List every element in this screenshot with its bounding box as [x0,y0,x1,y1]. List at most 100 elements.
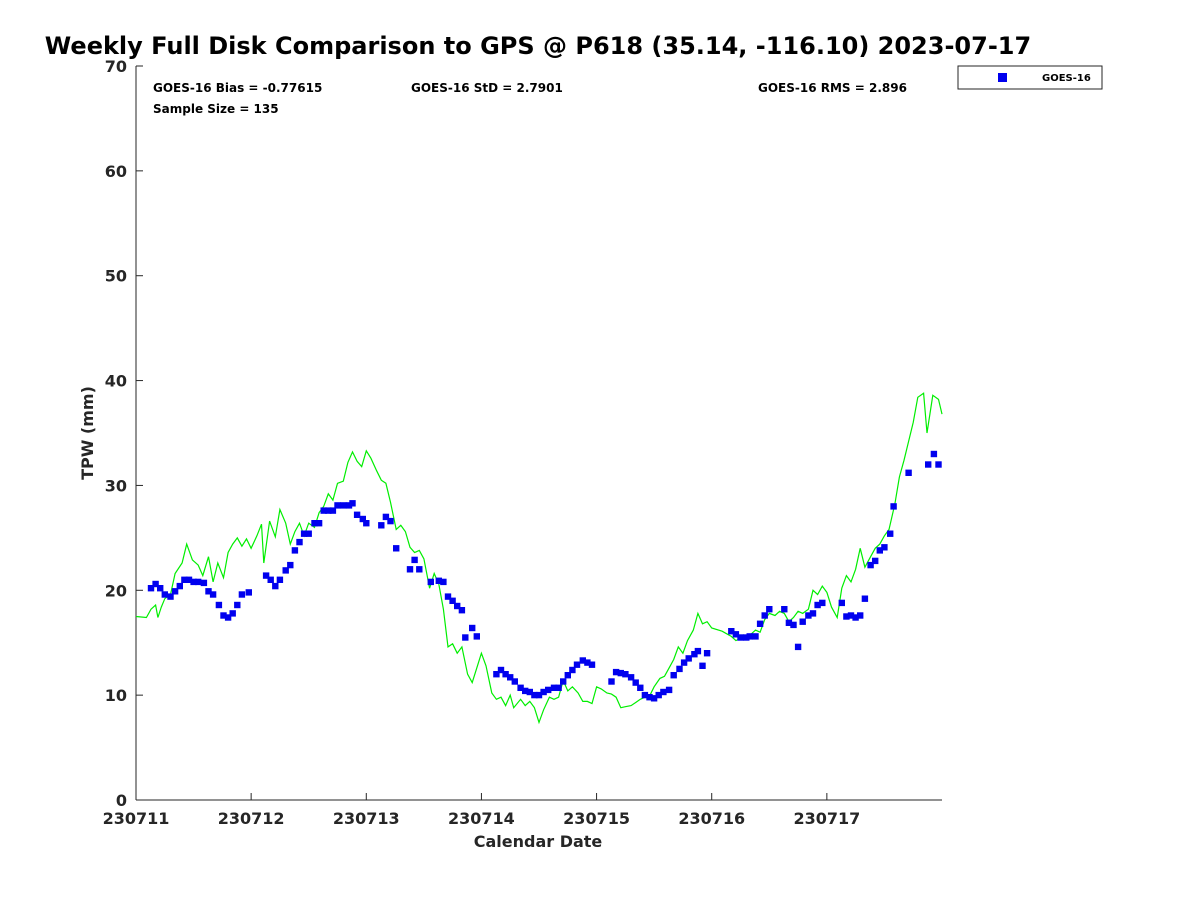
goes16-data-point [766,606,773,613]
chart-title: Weekly Full Disk Comparison to GPS @ P61… [45,32,1031,60]
goes16-data-point [876,547,883,554]
goes16-data-point [200,579,208,587]
stat-rms: GOES-16 RMS = 2.896 [758,81,907,95]
goes16-data-point [262,572,270,579]
goes16-data-point [573,661,581,668]
goes16-data-point [588,661,596,668]
goes16-data-point [584,659,591,666]
goes16-data-point [805,612,812,619]
goes16-data-point [814,601,821,609]
y-tick-label: 20 [105,581,127,600]
goes16-data-point [205,588,212,595]
x-tick-label: 230717 [793,809,860,828]
goes16-data-point [550,684,558,691]
goes16-data-point [535,691,543,699]
goes16-data-point [737,634,744,641]
goes16-data-point [694,647,702,655]
x-tick-label: 230716 [678,809,745,828]
goes16-data-point [305,530,312,537]
goes16-data-point [181,576,188,583]
goes16-data-point [545,686,552,694]
goes16-data-point [685,655,692,662]
goes16-data-point [245,589,252,596]
goes16-data-point [670,672,677,679]
goes16-data-point [608,678,615,685]
goes16-data-point [691,651,698,658]
goes16-data-point [272,582,279,590]
y-tick-label: 70 [105,57,127,76]
goes16-data-point [378,522,385,529]
goes16-data-point [147,585,155,592]
goes16-data-point [627,674,635,681]
goes16-data-point [311,520,318,527]
x-tick-label: 230715 [563,809,630,828]
goes16-data-point [387,517,394,525]
goes16-data-point [781,606,788,613]
goes16-data-point [462,634,469,641]
goes16-data-point [861,595,869,602]
goes16-series-points [147,450,942,702]
goes16-data-point [809,610,817,617]
goes16-data-point [157,585,164,592]
goes16-data-point [497,666,505,674]
goes16-data-point [660,688,667,696]
x-axis-ticks: 230711 230712 230713 230714 230715 230716 2307… [103,793,860,828]
goes16-data-point [819,599,826,607]
gps-series-line-group [135,392,943,725]
goes16-data-point [890,503,897,510]
goes16-data-point [564,672,571,679]
legend-box [957,65,1103,90]
goes16-data-point [838,599,845,607]
goes16-data-point [743,634,750,641]
goes16-data-point [345,502,353,509]
goes16-data-point [195,578,202,586]
goes16-data-point [746,633,753,640]
goes16-data-point [569,666,576,674]
goes16-data-point [540,688,547,696]
goes16-data-point [449,597,456,604]
goes16-data-point [761,612,768,619]
goes16-data-point [646,694,653,701]
goes16-data-point [655,691,662,699]
goes16-data-point [531,691,538,699]
goes16-data-point [881,544,888,551]
goes16-data-point [632,679,639,686]
goes16-data-point [152,580,159,588]
goes16-data-point [340,502,347,509]
goes16-data-point [732,631,740,638]
goes16-data-point [852,614,859,621]
legend: GOES-16 [957,65,1103,90]
goes16-data-point [267,576,274,583]
goes16-data-point [296,538,303,546]
legend-marker-square-icon [998,73,1007,82]
goes16-data-point [167,593,174,600]
goes16-data-point [444,593,452,600]
goes16-data-point [353,511,361,518]
goes16-data-point [617,669,624,677]
goes16-data-point [493,671,500,678]
goes16-data-point [872,557,879,565]
goes16-data-point [843,613,850,620]
goes16-data-point [799,618,806,625]
goes16-data-point [315,520,323,527]
goes16-data-point [517,684,524,691]
goes16-data-point [329,507,337,514]
goes16-data-point [161,591,168,598]
goes16-data-point [905,469,912,476]
goes16-data-point [325,507,332,514]
goes16-data-point [728,628,735,635]
goes16-data-point [925,461,932,468]
goes16-data-point [224,614,232,621]
goes16-data-point [930,450,938,458]
goes16-data-point [612,668,620,676]
goes16-data-point [703,650,711,657]
goes16-data-point [363,520,370,527]
x-tick-label: 230713 [333,809,400,828]
x-axis-label: Calendar Date [474,832,603,851]
goes16-data-point [847,612,855,619]
stat-std: GOES-16 StD = 2.7901 [411,81,563,95]
y-tick-label: 30 [105,476,127,495]
goes16-data-point [555,684,562,691]
goes16-data-point [867,561,874,569]
